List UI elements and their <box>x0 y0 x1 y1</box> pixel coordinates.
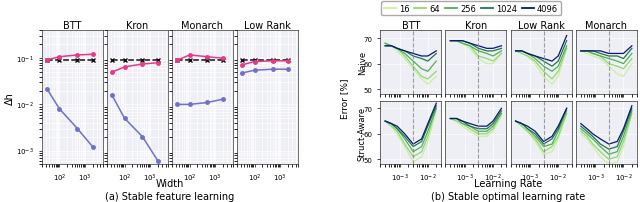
Text: Learning Rate: Learning Rate <box>474 178 543 188</box>
Title: Monarch: Monarch <box>586 21 627 31</box>
Title: Low Rank: Low Rank <box>518 21 564 31</box>
Title: Kron: Kron <box>465 21 487 31</box>
Text: Naive: Naive <box>358 51 367 75</box>
Title: BTT: BTT <box>401 21 420 31</box>
Y-axis label: Δh: Δh <box>4 92 15 104</box>
Text: Error [%]: Error [%] <box>340 78 349 118</box>
Title: Low Rank: Low Rank <box>244 21 291 31</box>
Text: Width: Width <box>156 178 184 188</box>
Legend: 16, 64, 256, 1024, 4096: 16, 64, 256, 1024, 4096 <box>381 2 561 16</box>
Title: Monarch: Monarch <box>181 21 223 31</box>
Title: Kron: Kron <box>126 21 148 31</box>
Title: BTT: BTT <box>63 21 81 31</box>
Text: (b) Stable optimal learning rate: (b) Stable optimal learning rate <box>431 191 586 201</box>
Text: (a) Stable feature learning: (a) Stable feature learning <box>105 191 234 201</box>
Text: Struct-Aware: Struct-Aware <box>358 106 367 160</box>
